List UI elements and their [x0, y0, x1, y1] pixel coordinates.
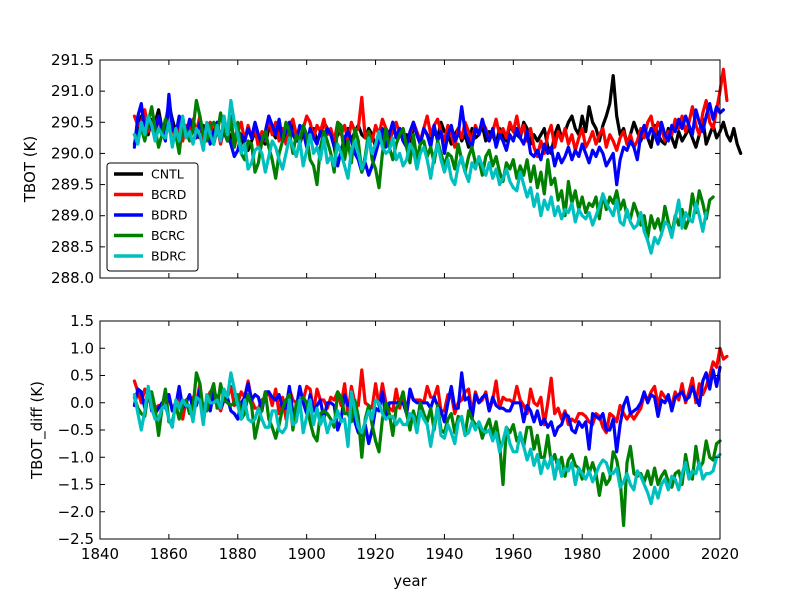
x-tick-label: 1900 — [288, 545, 326, 563]
bottom-series-group — [132, 346, 729, 528]
bottom-y-tick-label: 0.0 — [70, 394, 94, 412]
x-tick-label: 2020 — [701, 545, 739, 563]
bottom-y-tick-label: 1.5 — [70, 312, 94, 330]
x-tick-label: 2000 — [632, 545, 670, 563]
top-series-line-bcrc — [132, 98, 715, 240]
x-axis-label: year — [393, 572, 427, 590]
legend-label-bcrd: BCRD — [151, 187, 186, 202]
top-y-tick-label: 291.0 — [51, 82, 94, 100]
bottom-series-line-bdrd — [132, 365, 722, 454]
top-y-tick-label: 288.0 — [51, 269, 94, 287]
bottom-series-line-bdrc — [132, 371, 722, 506]
legend-label-bcrc: BCRC — [151, 228, 185, 243]
x-tick-label: 1840 — [81, 545, 119, 563]
x-tick-label: 1980 — [563, 545, 601, 563]
legend-label-bdrc: BDRC — [151, 249, 186, 264]
bottom-y-tick-label: −1.0 — [58, 448, 94, 466]
x-tick-label: 1920 — [356, 545, 394, 563]
top-x-ticks — [99, 60, 721, 278]
x-tick-label: 1960 — [494, 545, 532, 563]
top-panel: 288.0 288.5 289.0 289.5 290.0 290.5 291.0 291.5… — [21, 51, 743, 287]
legend: CNTL BCRD BDRD BCRC BDRC — [106, 162, 199, 272]
x-tick-label: 1880 — [219, 545, 257, 563]
legend-label-bdrd: BDRD — [151, 208, 188, 223]
bottom-y-tick-label: −2.0 — [58, 503, 94, 521]
top-y-tick-label: 289.5 — [51, 176, 94, 194]
x-tick-label: 1860 — [150, 545, 188, 563]
top-y-axis-label: TBOT (K) — [21, 136, 39, 203]
top-y-tick-label: 291.5 — [51, 51, 94, 69]
top-series-line-bdrc — [132, 98, 708, 255]
legend-items: CNTL BCRD BDRD BCRC BDRC — [114, 167, 188, 264]
bottom-x-ticks: 1840 1860 1880 1900 1920 1940 1960 1980 2000 2020 — [81, 321, 739, 563]
legend-frame — [106, 162, 199, 272]
bottom-y-tick-label: 1.0 — [70, 339, 94, 357]
bottom-y-tick-label: −2.5 — [58, 530, 94, 548]
x-tick-label: 1940 — [425, 545, 463, 563]
bottom-series-line-bcrd — [132, 346, 729, 435]
legend-label-cntl: CNTL — [151, 167, 184, 182]
top-y-tick-label: 289.0 — [51, 207, 94, 225]
bottom-y-ticks: −2.5 −2.0 −1.5 −1.0 −0.5 0.0 0.5 1.0 1.5 — [58, 312, 720, 548]
bottom-panel: −2.5 −2.0 −1.5 −1.0 −0.5 0.0 0.5 1.0 1.5 1840 186… — [28, 312, 739, 590]
top-plot-frame — [99, 59, 721, 279]
bottom-y-tick-label: −0.5 — [58, 421, 94, 439]
top-y-tick-label: 288.5 — [51, 238, 94, 256]
bottom-y-axis-label: TBOT_diff (K) — [28, 381, 47, 480]
top-series-group — [132, 67, 743, 255]
bottom-y-tick-label: 0.5 — [70, 367, 94, 385]
bottom-y-tick-label: −1.5 — [58, 476, 94, 494]
top-y-tick-label: 290.5 — [51, 113, 94, 131]
top-y-tick-label: 290.0 — [51, 144, 94, 162]
top-y-ticks: 288.0 288.5 289.0 289.5 290.0 290.5 291.0 291.5 — [51, 51, 720, 287]
top-series-line-bdrd — [132, 92, 726, 187]
